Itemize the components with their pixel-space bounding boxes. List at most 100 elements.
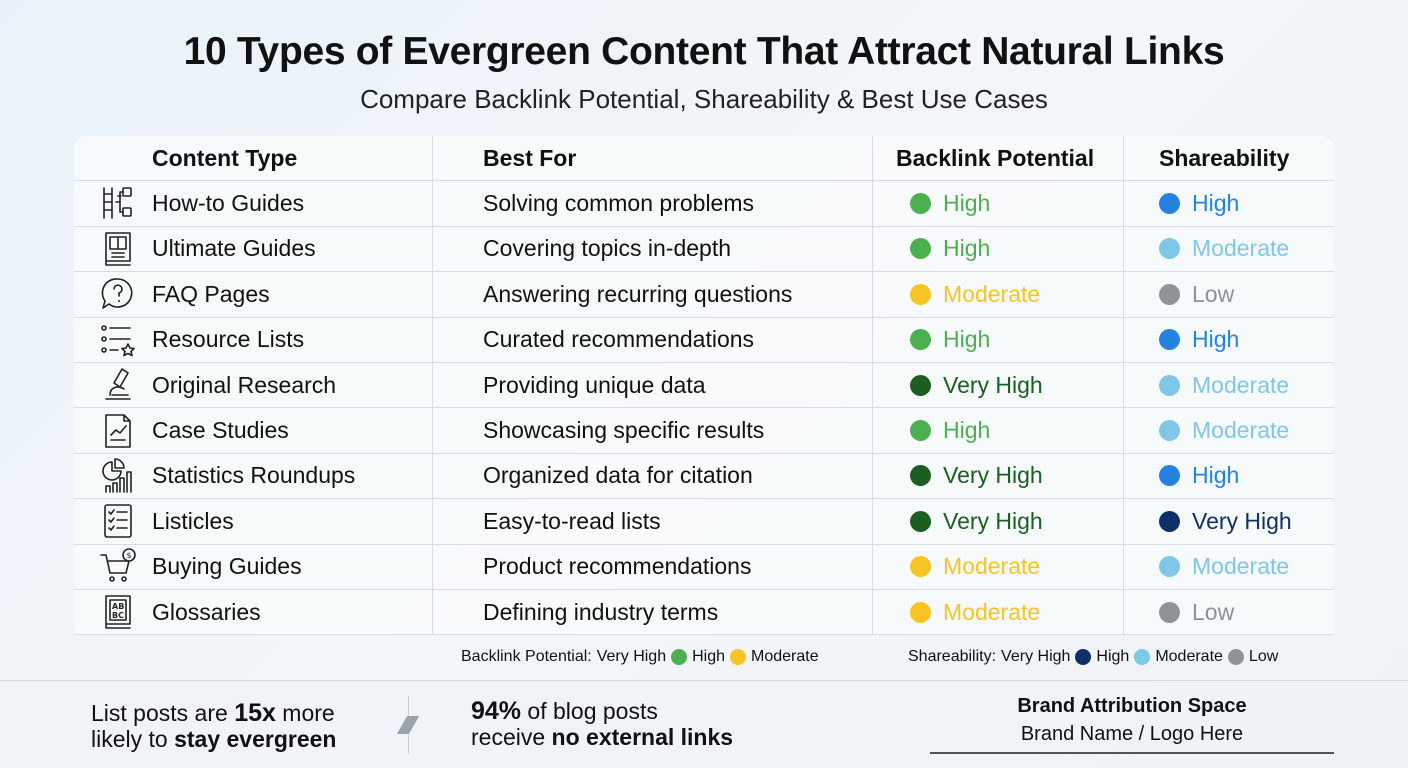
best-for-cell: Providing unique data — [433, 362, 873, 408]
status-dot — [1159, 465, 1180, 487]
status-dot — [910, 420, 931, 442]
table-row: $ Buying Guides Product recommendations M… — [74, 544, 1334, 590]
table-row: How-to Guides Solving common problems Hi… — [74, 181, 1334, 227]
pie-bar-chart-icon — [98, 456, 138, 496]
backlink-rating: Moderate — [943, 280, 1041, 307]
abc-book-icon: AB BC — [98, 592, 138, 632]
microscope-icon — [98, 365, 138, 405]
backlink-rating: High — [943, 190, 991, 217]
status-dot — [1159, 374, 1180, 396]
brand-placeholder: Brand Name / Logo Here — [1020, 723, 1244, 745]
document-chart-icon — [98, 411, 138, 451]
table-row: Original Research Providing unique data … — [74, 362, 1334, 409]
backlink-cell: Moderate — [873, 544, 1124, 589]
content-type-label: Original Research — [152, 371, 337, 398]
book-icon — [98, 229, 138, 269]
legend-dot-low — [1227, 649, 1244, 665]
backlink-rating: High — [943, 417, 991, 444]
status-dot — [910, 601, 931, 623]
legend-moderate: Moderate — [1155, 648, 1223, 665]
svg-text:$: $ — [127, 551, 132, 560]
backlink-cell: Moderate — [873, 589, 1124, 635]
table-row: Resource Lists Curated recommendations H… — [74, 317, 1334, 363]
list-star-icon — [98, 320, 138, 360]
content-type-cell: Case Studies — [74, 408, 433, 453]
checklist-icon — [98, 501, 138, 541]
shareability-rating: Low — [1192, 598, 1235, 625]
question-bubble-icon — [98, 274, 138, 314]
backlink-cell: High — [873, 317, 1124, 362]
table-header: Content Type Best For Backlink Potential… — [74, 136, 1334, 182]
shareability-rating: Moderate — [1192, 371, 1290, 398]
best-for-cell: Product recommendations — [433, 544, 873, 589]
backlink-rating: Moderate — [943, 553, 1041, 580]
comparison-table: Content Type Best For Backlink Potential… — [74, 136, 1334, 636]
backlink-rating: Very High — [943, 462, 1043, 489]
legend-dot-moderate — [1134, 649, 1151, 665]
shareability-rating: High — [1192, 326, 1240, 353]
legend-label: Backlink Potential: — [461, 648, 592, 665]
page-title: 10 Types of Evergreen Content That Attra… — [183, 30, 1225, 73]
content-type-label: Case Studies — [152, 417, 289, 444]
status-dot — [1159, 510, 1180, 532]
footer: List posts are 15x more likely to stay e… — [0, 680, 1408, 768]
shareability-rating: Moderate — [1192, 235, 1290, 262]
best-for-cell: Covering topics in-depth — [433, 226, 873, 272]
stat-text: more — [275, 700, 335, 726]
content-type-label: FAQ Pages — [152, 280, 270, 307]
legend-dot-high — [1075, 649, 1092, 665]
shareability-cell: Moderate — [1124, 545, 1334, 589]
content-type-cell: Original Research — [74, 362, 433, 408]
backlink-rating: High — [943, 326, 991, 353]
shareability-cell: Moderate — [1124, 363, 1334, 407]
backlink-cell: Very High — [873, 499, 1124, 544]
ladder-checklist-icon — [98, 184, 138, 224]
stat-text: likely to — [91, 726, 175, 752]
stat-text: List posts are — [91, 700, 235, 726]
content-type-cell: Resource Lists — [74, 317, 433, 362]
legend-label: Shareability: — [908, 648, 997, 665]
slash-decoration — [396, 716, 420, 734]
stat-highlight: stay evergreen — [174, 726, 337, 752]
shareability-rating: Moderate — [1192, 417, 1290, 444]
status-dot — [910, 465, 931, 487]
status-dot — [910, 374, 931, 396]
status-dot — [910, 510, 931, 532]
content-type-label: Glossaries — [152, 598, 261, 625]
shareability-cell: High — [1124, 454, 1334, 498]
status-dot — [910, 556, 931, 578]
header-content-type: Content Type — [74, 136, 433, 181]
status-dot — [1159, 193, 1180, 215]
legend-high: High — [1096, 648, 1130, 665]
table-row: Case Studies Showcasing specific results… — [74, 408, 1334, 454]
content-type-label: Buying Guides — [152, 553, 302, 580]
legend-moderate: Moderate — [751, 648, 819, 665]
status-dot — [910, 238, 931, 260]
svg-text:BC: BC — [112, 611, 124, 620]
content-type-label: Resource Lists — [152, 326, 305, 353]
shareability-cell: Moderate — [1124, 408, 1334, 452]
status-dot — [1159, 238, 1180, 260]
legend-very-high: Very High — [1001, 648, 1071, 665]
header-backlink-potential: Backlink Potential — [873, 136, 1124, 181]
shareability-cell: Low — [1124, 590, 1334, 634]
header-shareability: Shareability — [1159, 144, 1290, 171]
table-row: AB BC Glossaries Defining industry terms M… — [74, 589, 1334, 636]
backlink-cell: High — [873, 181, 1124, 226]
content-type-cell: $ Buying Guides — [74, 544, 433, 589]
best-for-cell: Defining industry terms — [433, 589, 873, 635]
best-for-cell: Easy-to-read lists — [433, 499, 873, 544]
stat-highlight: 94% — [471, 697, 522, 725]
shareability-rating: High — [1192, 462, 1240, 489]
content-type-cell: Statistics Roundups — [74, 453, 433, 499]
stat-list-posts: List posts are 15x more likely to stay e… — [91, 700, 336, 752]
backlink-cell: Very High — [873, 453, 1124, 499]
shareability-cell: High — [1124, 181, 1334, 225]
shareability-legend: Shareability: Very High High Moderate Lo… — [908, 648, 1278, 666]
page-subtitle: Compare Backlink Potential, Shareability… — [360, 84, 1048, 114]
backlink-legend: Backlink Potential: Very High High Moder… — [461, 648, 819, 666]
content-type-label: Ultimate Guides — [152, 235, 316, 262]
backlink-rating: High — [943, 235, 991, 262]
status-dot — [1159, 556, 1180, 578]
table-row: FAQ Pages Answering recurring questions … — [74, 272, 1334, 318]
